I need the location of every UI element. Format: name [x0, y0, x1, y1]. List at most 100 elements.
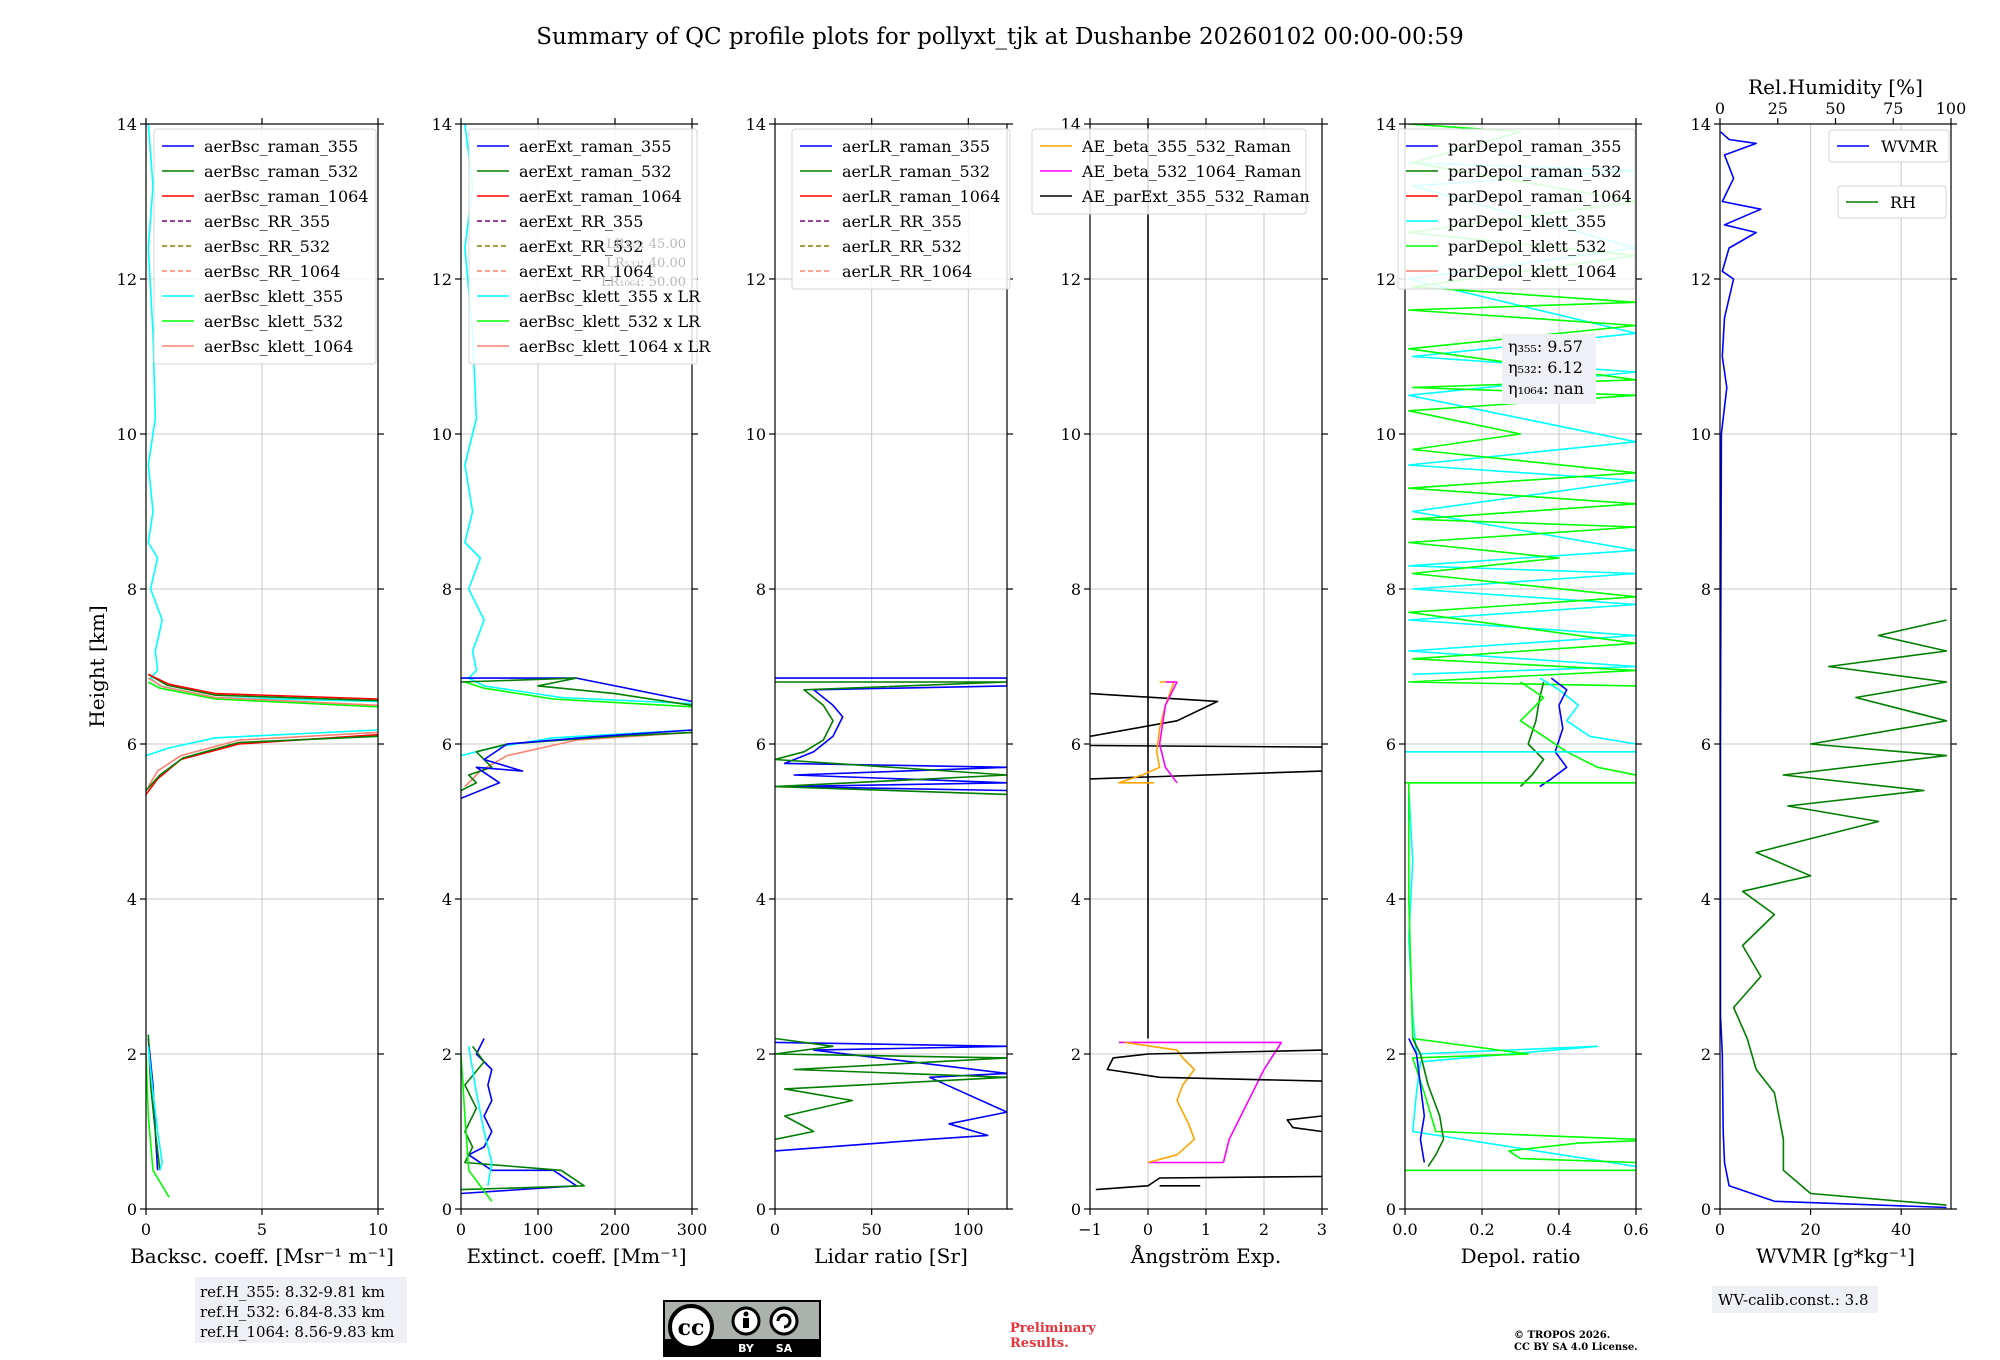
y-tick-label: 10 [117, 425, 137, 444]
y-tick-label: 8 [442, 580, 452, 599]
legend-label: parDepol_raman_355 [1448, 137, 1621, 156]
legend-label: aerExt_RR_532 [519, 237, 643, 256]
legend-box [1828, 129, 1950, 163]
series-aerBsc_raman_532 [147, 673, 378, 702]
legend-label: aerLR_RR_1064 [842, 262, 972, 281]
legend-label: AE_parExt_355_532_Raman [1081, 187, 1310, 206]
x-tick-label: 0.6 [1623, 1220, 1648, 1239]
legend-label: aerBsc_klett_532 [204, 312, 343, 331]
top-x-tick-label: 25 [1768, 99, 1788, 118]
y-tick-label: 4 [442, 890, 452, 909]
series-aerLR_raman_532 [775, 681, 1007, 796]
legend-label: RH [1890, 193, 1916, 212]
x-tick-label: 200 [600, 1220, 631, 1239]
y-tick-label: 6 [1071, 735, 1081, 754]
x-tick-label: 5 [257, 1220, 267, 1239]
series-parDepol_raman_532_low [1411, 1038, 1445, 1167]
copyright-line-1: © TROPOS 2026. [1514, 1330, 1610, 1341]
y-tick-label: 12 [1061, 270, 1081, 289]
axes-frame [774, 123, 1008, 1210]
y-tick-label: 10 [1691, 425, 1711, 444]
share-alike-icon-arc [776, 1313, 792, 1329]
y-tick-label: 8 [756, 580, 766, 599]
x-tick-label: 0 [1715, 1220, 1725, 1239]
series-group [1090, 124, 1322, 1191]
series-aerBsc_klett_532_pbl [146, 1053, 170, 1198]
x-tick-label: 50 [861, 1220, 881, 1239]
y-tick-label: 10 [746, 425, 766, 444]
legend-label: aerBsc_raman_532 [204, 162, 358, 181]
panel-depol: 0.0 0.2 0.4 0.6 0 2 4 6 8 10 12 14 Depol. ratio parDe… [1376, 115, 1649, 1268]
y-tick-label: 10 [1376, 425, 1396, 444]
y-tick-label: 2 [127, 1045, 137, 1064]
series-group [146, 124, 378, 1198]
series-RH [1732, 619, 1948, 1206]
y-tick-label: 8 [1701, 580, 1711, 599]
series-klett_532_x_LR [464, 681, 692, 708]
y-tick-label: 4 [1701, 890, 1711, 909]
x-tick-label: 0 [1143, 1220, 1153, 1239]
legend-label: aerLR_raman_532 [842, 162, 990, 181]
y-tick-label: 2 [1701, 1045, 1711, 1064]
series-parDepol_raman_532_mid [1519, 681, 1545, 788]
lidar-ratio-label: LR₃₅₅: 45.00 [606, 237, 686, 252]
panel-extinction: 0 100 200 300 0 2 4 6 8 10 12 14 Extinct. coeff. [Mm… [432, 115, 712, 1268]
y-tick-label: 8 [1071, 580, 1081, 599]
y-tick-label: 14 [117, 115, 137, 134]
copyright-line-2: CC BY SA 4.0 License. [1514, 1342, 1638, 1353]
attribution-icon-head [743, 1311, 749, 1317]
x-tick-label: 0.2 [1469, 1220, 1494, 1239]
cc-by-label: BY [738, 1342, 755, 1355]
x-axis-label: WVMR [g*kg⁻¹] [1756, 1244, 1915, 1268]
legend-label: parDepol_klett_355 [1448, 212, 1606, 231]
y-tick-label: 2 [1071, 1045, 1081, 1064]
legend-label: aerBsc_klett_355 [204, 287, 343, 306]
series-WVMR [1720, 131, 1947, 1209]
series-AE_beta_355_532_mid [1118, 681, 1175, 784]
y-tick-label: 10 [1061, 425, 1081, 444]
y-tick-label: 6 [756, 735, 766, 754]
x-tick-label: 3 [1317, 1220, 1327, 1239]
y-tick-label: 12 [1691, 270, 1711, 289]
y-tick-label: 0 [442, 1200, 452, 1219]
legend: WVMR RH [1828, 129, 1950, 219]
axes-frame [460, 123, 693, 1210]
x-tick-label: 0.4 [1546, 1220, 1571, 1239]
x-axis-label: Depol. ratio [1461, 1244, 1581, 1268]
y-tick-label: 14 [1376, 115, 1396, 134]
series-raman_532_upper [461, 677, 692, 707]
series-AE_parExt_pbl3 [1095, 1175, 1322, 1191]
legend-label: aerBsc_RR_355 [204, 212, 330, 231]
eta-value: η₁₀₆₄: nan [1508, 379, 1584, 398]
legend-label: aerLR_RR_532 [842, 237, 962, 256]
ref-height-532: ref.H_532: 6.84-8.33 km [200, 1303, 385, 1321]
x-tick-label: 20 [1800, 1220, 1820, 1239]
x-tick-label: 100 [953, 1220, 984, 1239]
x-axis-label: Extinct. coeff. [Mm⁻¹] [466, 1244, 686, 1268]
legend-label: parDepol_klett_532 [1448, 237, 1606, 256]
x-axis-label: Backsc. coeff. [Msr⁻¹ m⁻¹] [130, 1244, 394, 1268]
y-tick-label: 0 [1386, 1200, 1396, 1219]
series-parDepol_klett_532_mid [1519, 681, 1636, 776]
y-tick-label: 4 [127, 890, 137, 909]
y-tick-label: 10 [432, 425, 452, 444]
x-tick-label: 100 [523, 1220, 554, 1239]
legend-label: aerExt_raman_532 [519, 162, 672, 181]
y-tick-label: 12 [1376, 270, 1396, 289]
series-AE_parExt_mid3 [1090, 770, 1322, 780]
y-tick-label: 14 [746, 115, 766, 134]
legend-label: AE_beta_355_532_Raman [1081, 137, 1291, 156]
legend-label: AE_beta_532_1064_Raman [1081, 162, 1301, 181]
y-tick-label: 12 [746, 270, 766, 289]
ref-heights-background [195, 1277, 407, 1343]
legend-label: parDepol_raman_1064 [1448, 187, 1632, 206]
series-AE_parExt_pbl2 [1286, 1115, 1322, 1133]
y-tick-label: 2 [442, 1045, 452, 1064]
legend-box [791, 128, 1011, 290]
legend-label: aerBsc_raman_355 [204, 137, 358, 156]
legend-label: aerExt_raman_1064 [519, 187, 682, 206]
y-tick-label: 6 [127, 735, 137, 754]
